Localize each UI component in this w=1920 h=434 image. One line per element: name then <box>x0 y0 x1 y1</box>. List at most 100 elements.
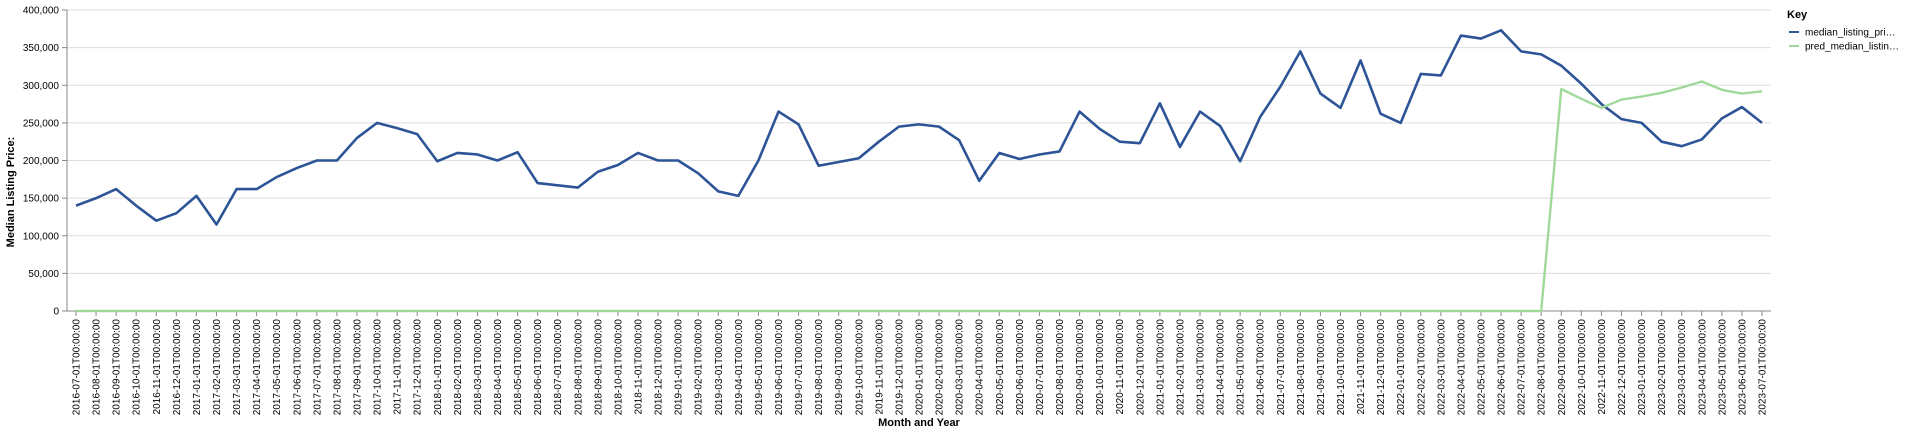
x-tick-label: 2022-02-01T00:00:00 <box>1416 319 1427 416</box>
x-tick-label: 2018-06-01T00:00:00 <box>533 319 544 416</box>
x-tick-label: 2021-02-01T00:00:00 <box>1175 319 1186 416</box>
x-tick-label: 2017-12-01T00:00:00 <box>413 319 424 416</box>
y-tick-label: 50,000 <box>28 269 59 280</box>
x-tick-label: 2021-11-01T00:00:00 <box>1356 319 1367 415</box>
x-tick-label: 2018-03-01T00:00:00 <box>473 319 484 416</box>
x-tick-label: 2018-09-01T00:00:00 <box>593 319 604 416</box>
x-tick-label: 2018-12-01T00:00:00 <box>654 319 665 416</box>
x-tick-label: 2020-01-01T00:00:00 <box>915 319 926 416</box>
x-tick-label: 2022-11-01T00:00:00 <box>1597 319 1608 415</box>
x-tick-label: 2020-03-01T00:00:00 <box>955 319 966 416</box>
legend-label: median_listing_pri… <box>1805 28 1896 39</box>
legend: Key median_listing_pri… pred_median_listi… <box>1787 9 1899 53</box>
x-tick-label: 2023-05-01T00:00:00 <box>1717 319 1728 416</box>
x-tick-label: 2021-06-01T00:00:00 <box>1256 319 1267 416</box>
x-tick-label: 2019-01-01T00:00:00 <box>674 319 685 416</box>
y-tick-label: 400,000 <box>23 6 60 17</box>
x-tick-label: 2020-08-01T00:00:00 <box>1055 319 1066 416</box>
x-tick-label: 2021-09-01T00:00:00 <box>1316 319 1327 416</box>
x-tick-label: 2021-10-01T00:00:00 <box>1336 319 1347 416</box>
x-tick-label: 2018-08-01T00:00:00 <box>573 319 584 416</box>
y-tick-label: 350,000 <box>23 43 60 54</box>
x-tick-label: 2016-07-01T00:00:00 <box>72 319 83 416</box>
legend-title: Key <box>1787 9 1808 21</box>
x-tick-label: 2018-02-01T00:00:00 <box>453 319 464 416</box>
x-tick-label: 2017-09-01T00:00:00 <box>353 319 364 416</box>
x-tick-label: 2023-03-01T00:00:00 <box>1677 319 1688 416</box>
y-axis: 0 50,000 100,000 150,000 200,000 250,000 300,0… <box>23 6 68 318</box>
x-tick-label: 2022-10-01T00:00:00 <box>1577 319 1588 416</box>
x-tick-label: 2019-11-01T00:00:00 <box>874 319 885 415</box>
x-tick-label: 2017-05-01T00:00:00 <box>272 319 283 416</box>
legend-label: pred_median_listin… <box>1805 42 1899 53</box>
x-tick-label: 2022-12-01T00:00:00 <box>1617 319 1628 416</box>
y-tick-label: 150,000 <box>23 194 60 205</box>
y-tick-label: 100,000 <box>23 231 60 242</box>
x-tick-label: 2017-03-01T00:00:00 <box>232 319 243 416</box>
x-tick-label: 2022-04-01T00:00:00 <box>1456 319 1467 416</box>
x-tick-label: 2020-12-01T00:00:00 <box>1135 319 1146 416</box>
x-tick-label: 2016-09-01T00:00:00 <box>112 319 123 416</box>
y-tick-label: 0 <box>53 307 59 318</box>
x-tick-label: 2020-06-01T00:00:00 <box>1015 319 1026 416</box>
x-tick-label: 2022-09-01T00:00:00 <box>1557 319 1568 416</box>
x-axis: 2016-07-01T00:00:00 2016-08-01T00:00:00 20… <box>67 310 1771 416</box>
y-tick-label: 300,000 <box>23 81 60 92</box>
x-tick-label: 2017-07-01T00:00:00 <box>312 319 323 416</box>
x-tick-label: 2021-04-01T00:00:00 <box>1216 319 1227 416</box>
x-tick-label: 2019-09-01T00:00:00 <box>834 319 845 416</box>
x-tick-label: 2023-02-01T00:00:00 <box>1657 319 1668 416</box>
y-axis-title: Median Listing Price: <box>5 137 17 248</box>
x-tick-label: 2023-07-01T00:00:00 <box>1758 319 1769 416</box>
x-tick-label: 2020-05-01T00:00:00 <box>995 319 1006 416</box>
x-tick-label: 2016-11-01T00:00:00 <box>152 319 163 415</box>
x-tick-label: 2020-09-01T00:00:00 <box>1075 319 1086 416</box>
x-tick-label: 2022-07-01T00:00:00 <box>1517 319 1528 416</box>
x-tick-label: 2018-01-01T00:00:00 <box>433 319 444 416</box>
x-tick-label: 2018-10-01T00:00:00 <box>613 319 624 416</box>
x-tick-label: 2019-03-01T00:00:00 <box>714 319 725 416</box>
x-tick-label: 2021-07-01T00:00:00 <box>1276 319 1287 416</box>
x-tick-label: 2019-12-01T00:00:00 <box>894 319 905 416</box>
series-lines <box>75 29 1763 313</box>
x-tick-label: 2018-05-01T00:00:00 <box>513 319 524 416</box>
x-tick-label: 2019-08-01T00:00:00 <box>814 319 825 416</box>
grid <box>67 9 1771 312</box>
x-tick-label: 2021-05-01T00:00:00 <box>1236 319 1247 416</box>
x-tick-label: 2019-07-01T00:00:00 <box>794 319 805 416</box>
x-tick-label: 2019-06-01T00:00:00 <box>774 319 785 416</box>
x-axis-title: Month and Year <box>878 417 960 429</box>
x-tick-label: 2019-10-01T00:00:00 <box>854 319 865 416</box>
series-line-1 <box>75 29 1763 226</box>
x-tick-label: 2020-10-01T00:00:00 <box>1095 319 1106 416</box>
x-tick-label: 2019-02-01T00:00:00 <box>694 319 705 416</box>
x-tick-label: 2021-12-01T00:00:00 <box>1376 319 1387 416</box>
x-tick-label: 2017-04-01T00:00:00 <box>252 319 263 416</box>
x-tick-label: 2018-07-01T00:00:00 <box>553 319 564 416</box>
x-tick-label: 2022-05-01T00:00:00 <box>1477 319 1488 416</box>
x-tick-label: 2017-10-01T00:00:00 <box>373 319 384 416</box>
x-tick-label: 2021-08-01T00:00:00 <box>1296 319 1307 416</box>
x-tick-label: 2019-05-01T00:00:00 <box>754 319 765 416</box>
x-tick-label: 2022-08-01T00:00:00 <box>1537 319 1548 416</box>
x-tick-label: 2018-04-01T00:00:00 <box>493 319 504 416</box>
x-tick-label: 2021-03-01T00:00:00 <box>1196 319 1207 416</box>
x-tick-label: 2016-08-01T00:00:00 <box>92 319 103 416</box>
x-tick-label: 2017-02-01T00:00:00 <box>212 319 223 416</box>
x-tick-label: 2017-11-01T00:00:00 <box>393 319 404 415</box>
x-tick-label: 2021-01-01T00:00:00 <box>1155 319 1166 416</box>
x-tick-label: 2017-06-01T00:00:00 <box>292 319 303 416</box>
x-tick-label: 2020-02-01T00:00:00 <box>935 319 946 416</box>
y-tick-label: 250,000 <box>23 118 60 129</box>
x-tick-label: 2022-03-01T00:00:00 <box>1436 319 1447 416</box>
x-tick-label: 2016-10-01T00:00:00 <box>132 319 143 416</box>
x-tick-label: 2023-04-01T00:00:00 <box>1697 319 1708 416</box>
x-tick-label: 2019-04-01T00:00:00 <box>734 319 745 416</box>
x-tick-label: 2018-11-01T00:00:00 <box>634 319 645 415</box>
series-line-2 <box>76 80 1763 313</box>
x-tick-label: 2020-04-01T00:00:00 <box>975 319 986 416</box>
x-tick-label: 2016-12-01T00:00:00 <box>172 319 183 416</box>
x-tick-label: 2023-01-01T00:00:00 <box>1637 319 1648 416</box>
x-tick-label: 2017-01-01T00:00:00 <box>192 319 203 416</box>
